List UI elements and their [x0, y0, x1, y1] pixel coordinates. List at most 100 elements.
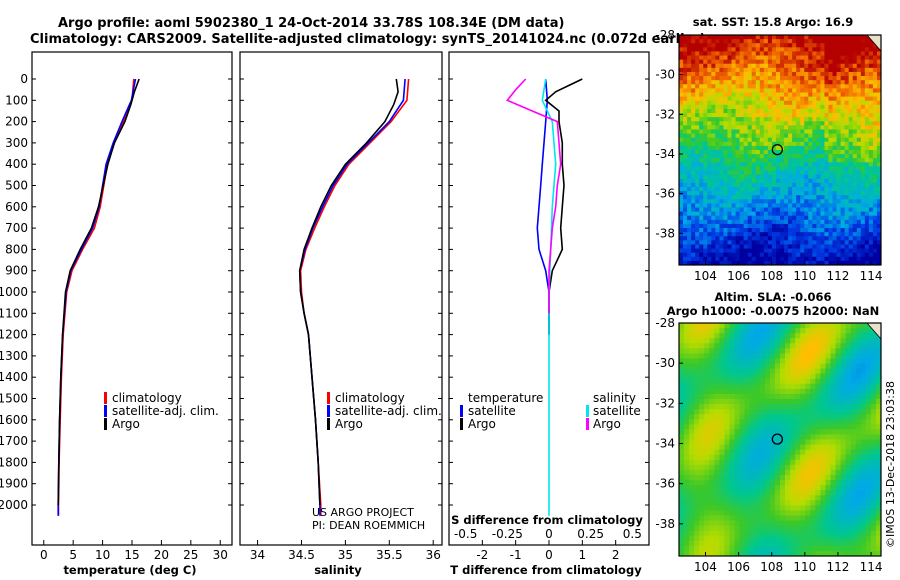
sla-cell: [780, 545, 786, 552]
sst-cell: [743, 236, 749, 241]
sla-cell: [840, 505, 847, 511]
sla-cell: [870, 343, 877, 349]
sla-cell: [754, 348, 761, 354]
sst-cell: [763, 137, 769, 143]
sla-cell: [754, 540, 761, 547]
sst-cell: [852, 133, 858, 139]
sst-cell: [832, 141, 837, 147]
sst-cell: [824, 84, 829, 89]
sla-cell: [714, 419, 720, 425]
sla-cell: [744, 454, 751, 461]
sla-cell: [759, 530, 766, 537]
sst-cell: [820, 228, 825, 233]
sst-cell: [864, 223, 870, 229]
sla-cell: [790, 520, 796, 527]
sla-cell: [689, 485, 695, 491]
sst-cell: [788, 215, 793, 221]
sst-cell: [703, 236, 708, 241]
sla-cell: [689, 393, 695, 400]
sla-cell: [845, 449, 852, 456]
sst-cell: [844, 170, 850, 176]
sst-cell: [687, 207, 692, 213]
sst-cell: [784, 100, 789, 106]
sla-cell: [790, 393, 796, 400]
sla-cell: [810, 409, 816, 415]
sla-cell: [739, 485, 746, 491]
sst-cell: [703, 113, 708, 118]
sla-cell: [795, 404, 801, 410]
sla-cell: [689, 550, 695, 557]
sst-cell: [743, 55, 749, 61]
salinity-series: [298, 78, 410, 516]
sla-cell: [810, 550, 816, 557]
sla-cell: [734, 480, 740, 486]
sla-cell: [815, 545, 821, 552]
sst-cell: [796, 256, 801, 262]
sla-cell: [845, 545, 852, 552]
sla-cell: [719, 398, 725, 405]
sst-cell: [832, 47, 837, 52]
sst-cell: [796, 178, 801, 184]
sst-cell: [872, 141, 878, 147]
sla-cell: [795, 348, 801, 354]
sst-cell: [800, 71, 805, 77]
sla-cell: [694, 393, 700, 400]
sst-cell: [735, 51, 740, 56]
sla-cell: [769, 358, 776, 364]
sst-cell: [759, 51, 765, 56]
sst-cell: [816, 35, 821, 40]
sst-cell: [727, 59, 732, 65]
sst-cell: [763, 248, 769, 254]
sla-cell: [694, 368, 700, 375]
sst-cell: [832, 236, 837, 241]
sla-cell: [699, 540, 705, 547]
sst-cell: [711, 232, 716, 237]
sst-cell: [832, 121, 837, 126]
sla-cell: [780, 464, 786, 471]
sla-cell: [800, 409, 806, 415]
sst-cell: [860, 186, 866, 192]
sla-cell: [764, 368, 771, 375]
sst-cell: [767, 63, 773, 69]
sst-cell: [715, 92, 720, 98]
sla-cell: [684, 545, 690, 552]
sla-cell: [679, 545, 685, 552]
sst-cell: [743, 203, 749, 208]
sst-cell: [792, 104, 797, 110]
sla-cell: [714, 464, 720, 471]
sst-cell: [812, 141, 817, 147]
sst-cell: [723, 236, 728, 241]
sst-cell: [780, 137, 785, 143]
sst-cell: [763, 104, 769, 110]
sla-cell: [855, 525, 862, 532]
sst-cell: [856, 178, 862, 184]
sst-cell: [755, 223, 761, 229]
sla-cell: [855, 490, 862, 496]
sla-cell: [855, 328, 862, 334]
sla-cell: [699, 363, 705, 369]
sla-cell: [875, 525, 882, 532]
sst-cell: [872, 260, 878, 266]
sst-cell: [824, 59, 829, 65]
sst-cell: [763, 55, 769, 61]
sla-cell: [749, 459, 756, 466]
sla-cell: [855, 383, 862, 390]
sla-cell: [714, 378, 720, 385]
sst-cell: [876, 108, 882, 114]
sla-cell: [800, 363, 806, 369]
sst-cell: [695, 117, 700, 122]
sla-cell: [734, 485, 740, 491]
sst-cell: [699, 47, 704, 52]
sla-cell: [754, 424, 761, 430]
sst-cell: [679, 113, 684, 118]
sst-cell: [788, 256, 793, 262]
sla-cell: [714, 348, 720, 354]
sst-cell: [792, 154, 797, 159]
sst-cell: [775, 260, 781, 266]
sla-cell: [764, 353, 771, 359]
sst-cell: [767, 47, 773, 52]
sst-cell: [868, 145, 874, 151]
sla-cell: [855, 550, 862, 557]
sst-cell: [876, 104, 882, 110]
sla-cell: [734, 500, 740, 506]
